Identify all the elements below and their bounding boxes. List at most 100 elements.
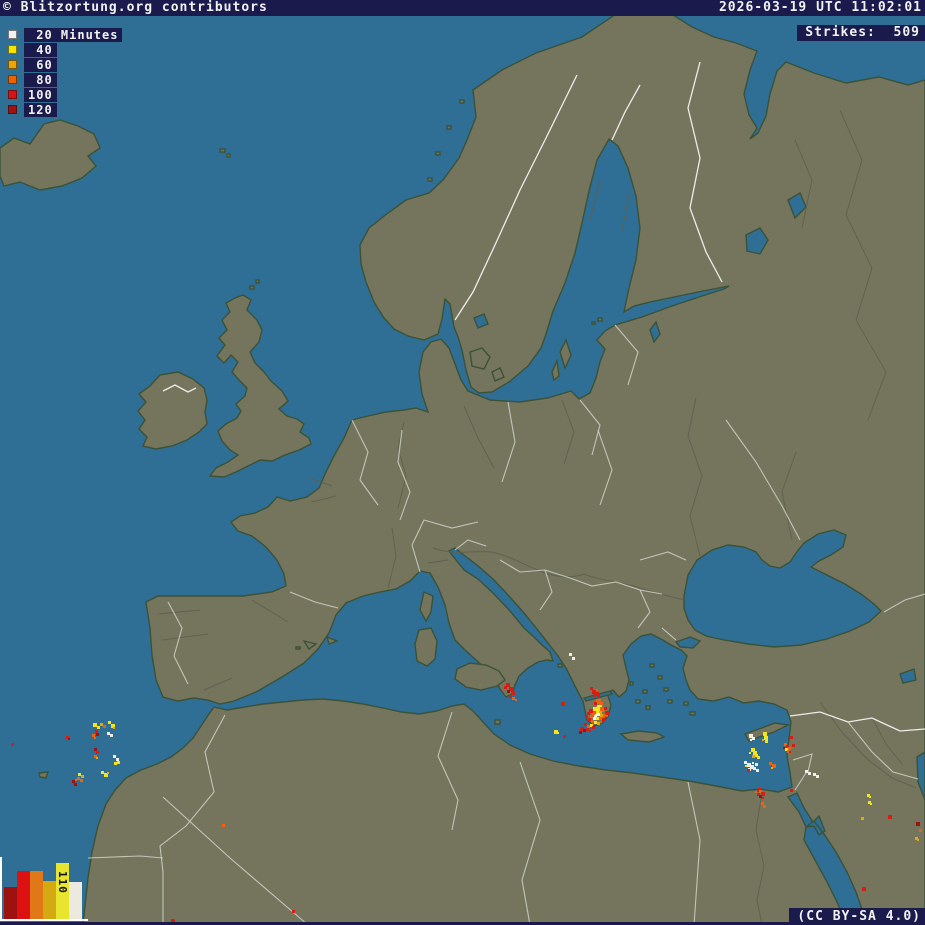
strike-dot <box>790 789 793 792</box>
strike-dot <box>765 740 768 743</box>
strike-dot <box>604 716 606 718</box>
strike-dot <box>92 734 95 737</box>
strike-dot <box>93 723 97 727</box>
strike-dot <box>588 718 591 721</box>
strike-dot <box>816 775 819 778</box>
strike-dot <box>788 747 791 750</box>
strike-dot <box>292 910 295 913</box>
strike-dot <box>787 750 790 753</box>
strike-dot <box>72 780 75 783</box>
histogram-bar <box>43 881 56 919</box>
strike-dot <box>600 721 602 723</box>
strike-dot <box>222 824 225 827</box>
histogram-bar <box>17 871 30 919</box>
persian-gulf <box>916 751 925 801</box>
strike-dot <box>603 716 605 718</box>
attribution-text: © Blitzortung.org contributors <box>3 0 268 15</box>
great-britain <box>208 294 312 478</box>
legend-label: 20 Minutes <box>24 27 123 42</box>
strike-dot <box>78 773 81 776</box>
strike-dot <box>74 783 77 786</box>
strike-dot <box>792 744 795 747</box>
strike-dot <box>744 761 747 764</box>
strike-dot <box>554 730 558 734</box>
strike-dot <box>94 748 97 751</box>
strike-dot <box>761 792 765 796</box>
strike-dot <box>868 801 871 804</box>
strike-dot <box>110 734 113 737</box>
strike-dot <box>103 725 106 728</box>
strike-dot <box>757 756 760 759</box>
strike-dot <box>594 702 597 705</box>
lake-vanern <box>473 313 489 329</box>
strike-dot <box>557 732 559 734</box>
strike-dot <box>752 737 755 740</box>
strike-dot <box>506 683 510 687</box>
strike-dot <box>587 712 590 715</box>
strike-dot <box>870 803 872 805</box>
strike-dot <box>114 762 117 765</box>
strike-dot <box>772 764 776 768</box>
legend-color-swatch <box>8 75 17 84</box>
legend-label: 60 <box>24 57 57 72</box>
strike-dot <box>752 762 754 764</box>
legend-label: 120 <box>24 102 57 117</box>
strike-dot <box>96 751 99 754</box>
strike-dot <box>786 745 789 748</box>
strike-dot <box>602 709 605 712</box>
histogram-bar <box>4 887 17 919</box>
strike-dot <box>77 777 80 780</box>
strike-dot <box>101 771 104 774</box>
strike-dot <box>11 743 14 746</box>
small-islands <box>219 99 696 725</box>
strike-dot <box>563 735 566 738</box>
strike-dot <box>756 769 759 772</box>
strike-dot <box>504 686 507 689</box>
strike-dot <box>580 727 584 731</box>
strike-dot <box>750 765 754 769</box>
strike-dot <box>171 919 175 923</box>
strike-dot <box>512 697 515 700</box>
strike-dot <box>100 723 103 726</box>
strike-dot <box>604 707 607 710</box>
strike-dot <box>81 775 84 778</box>
strike-dot <box>94 737 96 739</box>
strike-dot <box>593 717 596 720</box>
strike-dot <box>507 690 510 693</box>
country-borders <box>87 61 925 925</box>
strike-dot <box>107 732 110 735</box>
strike-dot <box>597 713 600 716</box>
strike-dot <box>603 714 606 717</box>
strike-dot <box>561 702 565 706</box>
strike-dot <box>592 712 595 715</box>
strike-dot <box>587 725 590 728</box>
strike-dot <box>596 689 598 691</box>
strike-dot <box>597 705 602 710</box>
legend-label: 80 <box>24 72 57 87</box>
strike-dot <box>599 717 602 720</box>
strike-dot <box>108 721 111 724</box>
strike-dot <box>917 839 919 841</box>
black-sea <box>683 529 883 648</box>
strike-dot <box>605 711 609 715</box>
strike-dot <box>751 748 755 752</box>
strike-dot <box>75 779 77 781</box>
strike-dot <box>606 715 608 717</box>
sardinia <box>414 627 438 667</box>
corsica <box>419 591 434 623</box>
strike-dot <box>771 767 773 769</box>
crete <box>619 730 666 743</box>
strike-dot <box>762 739 764 741</box>
strike-dot <box>515 699 517 701</box>
strike-dot <box>511 691 515 695</box>
strike-dot <box>869 796 871 798</box>
strike-dot <box>789 751 791 753</box>
legend-color-swatch <box>8 30 17 39</box>
strike-dot <box>592 690 596 694</box>
strike-dot <box>753 767 756 770</box>
strike-dot <box>747 769 750 772</box>
iceland <box>0 119 101 191</box>
strike-dot <box>592 726 595 729</box>
legend-row: 120 <box>8 102 122 117</box>
